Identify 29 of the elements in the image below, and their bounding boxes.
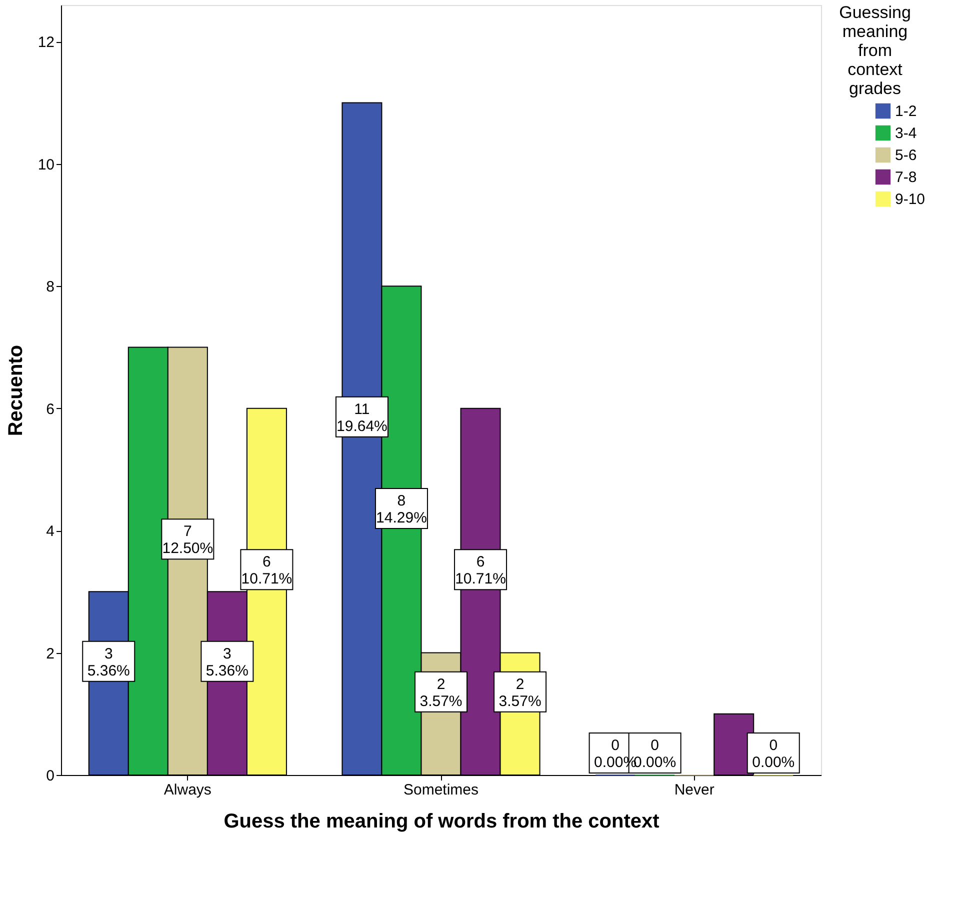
y-tick-label: 8 (46, 278, 54, 296)
legend-label: 1-2 (895, 103, 917, 120)
y-tick-label: 12 (38, 34, 54, 52)
legend-label: 7-8 (895, 169, 917, 186)
data-label: 7 12.50% (162, 523, 214, 558)
data-label: 3 5.36% (206, 645, 248, 680)
y-tick-label: 6 (46, 400, 54, 418)
data-label: 0 0.00% (634, 737, 676, 771)
x-tick-label: Always (164, 782, 212, 798)
x-tick-label: Never (674, 782, 714, 798)
legend-label: 5-6 (895, 147, 917, 164)
y-tick-label: 0 (46, 768, 54, 784)
legend-label: 3-4 (895, 125, 917, 142)
y-tick-label: 4 (46, 523, 54, 540)
data-label: 2 3.57% (420, 676, 462, 710)
data-label: 6 10.71% (455, 554, 506, 588)
x-axis-title: Guess the meaning of words from the context (224, 810, 660, 832)
legend-title: Guessing meaning from context grades (839, 3, 911, 98)
y-tick-label: 2 (46, 645, 54, 662)
legend-label: 9-10 (895, 191, 926, 208)
data-label: 2 3.57% (498, 676, 542, 710)
y-tick-label: 10 (38, 156, 54, 174)
x-tick-label: Sometimes (403, 782, 479, 798)
data-label: 0 0.00% (752, 737, 795, 771)
data-label: 6 10.71% (241, 554, 292, 588)
data-label: 8 14.29% (376, 492, 427, 527)
y-axis-title: Recuento (4, 344, 27, 436)
data-label: 11 19.64% (336, 400, 388, 435)
data-label: 3 5.36% (87, 645, 130, 680)
